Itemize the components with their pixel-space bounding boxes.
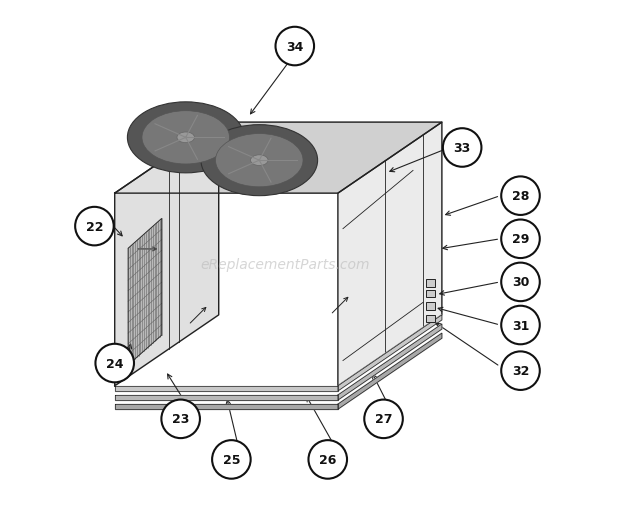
Text: 25: 25 — [223, 453, 240, 466]
Polygon shape — [115, 395, 338, 400]
Text: 23: 23 — [172, 412, 189, 426]
Circle shape — [275, 27, 314, 66]
Circle shape — [501, 306, 540, 345]
Polygon shape — [115, 123, 219, 386]
Text: 22: 22 — [86, 220, 103, 233]
Text: 33: 33 — [454, 142, 471, 155]
Ellipse shape — [127, 103, 244, 174]
Circle shape — [501, 177, 540, 215]
Bar — [426, 302, 435, 310]
Circle shape — [501, 263, 540, 301]
Polygon shape — [115, 123, 442, 194]
Ellipse shape — [177, 133, 195, 144]
Circle shape — [309, 440, 347, 479]
Bar — [426, 290, 435, 298]
Bar — [426, 280, 435, 288]
Circle shape — [95, 344, 134, 383]
Polygon shape — [338, 123, 442, 386]
Circle shape — [75, 208, 113, 246]
Polygon shape — [338, 315, 442, 391]
Text: 29: 29 — [512, 233, 529, 246]
Circle shape — [501, 352, 540, 390]
Text: eReplacementParts.com: eReplacementParts.com — [200, 258, 370, 272]
Text: 31: 31 — [512, 319, 529, 332]
Circle shape — [161, 400, 200, 438]
Text: 32: 32 — [512, 364, 529, 377]
Ellipse shape — [216, 134, 303, 187]
Text: 28: 28 — [512, 190, 529, 203]
Circle shape — [501, 220, 540, 259]
Circle shape — [443, 129, 482, 167]
Polygon shape — [338, 324, 442, 400]
Text: 27: 27 — [375, 412, 392, 426]
Circle shape — [212, 440, 250, 479]
Text: 26: 26 — [319, 453, 337, 466]
Circle shape — [365, 400, 403, 438]
Ellipse shape — [142, 111, 229, 164]
Text: 34: 34 — [286, 40, 303, 53]
Text: 30: 30 — [512, 276, 529, 289]
Polygon shape — [115, 404, 338, 409]
Ellipse shape — [250, 156, 268, 166]
Polygon shape — [338, 333, 442, 409]
Polygon shape — [128, 219, 162, 365]
Text: 24: 24 — [106, 357, 123, 370]
Polygon shape — [115, 386, 338, 391]
Ellipse shape — [201, 125, 317, 196]
Bar — [426, 315, 435, 323]
